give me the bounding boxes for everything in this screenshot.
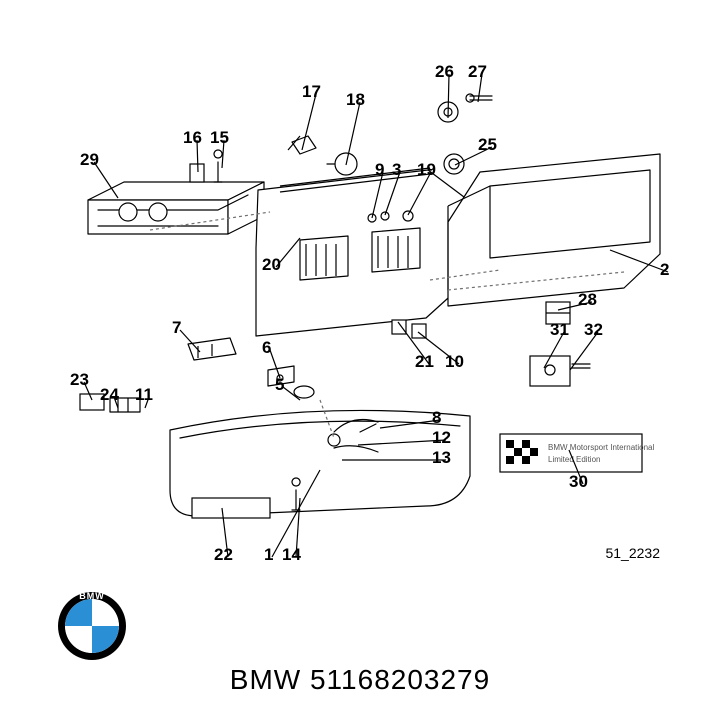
callout-15: 15 bbox=[210, 128, 229, 148]
callout-20: 20 bbox=[262, 255, 281, 275]
callout-10: 10 bbox=[445, 352, 464, 372]
callout-14: 14 bbox=[282, 545, 301, 565]
callout-8: 8 bbox=[432, 408, 441, 428]
callout-21: 21 bbox=[415, 352, 434, 372]
sheet-code: 51_2232 bbox=[605, 545, 660, 561]
callout-18: 18 bbox=[346, 90, 365, 110]
callout-23: 23 bbox=[70, 370, 89, 390]
svg-text:BMW Motorsport International: BMW Motorsport International bbox=[548, 443, 654, 452]
callout-13: 13 bbox=[432, 448, 451, 468]
callout-25: 25 bbox=[478, 135, 497, 155]
callout-30: 30 bbox=[569, 472, 588, 492]
callout-24: 24 bbox=[100, 385, 119, 405]
callout-1: 1 bbox=[264, 545, 273, 565]
part-number-label: BMW 51168203279 bbox=[0, 664, 720, 696]
callout-12: 12 bbox=[432, 428, 451, 448]
callout-22: 22 bbox=[214, 545, 233, 565]
callout-3: 3 bbox=[392, 160, 401, 180]
callout-29: 29 bbox=[80, 150, 99, 170]
callout-19: 19 bbox=[417, 160, 436, 180]
callout-6: 6 bbox=[262, 338, 271, 358]
callout-2: 2 bbox=[660, 260, 669, 280]
callout-17: 17 bbox=[302, 82, 321, 102]
callout-26: 26 bbox=[435, 62, 454, 82]
callout-27: 27 bbox=[468, 62, 487, 82]
callout-31: 31 bbox=[550, 320, 569, 340]
callout-16: 16 bbox=[183, 128, 202, 148]
callout-7: 7 bbox=[172, 318, 181, 338]
callout-5: 5 bbox=[275, 375, 284, 395]
callout-11: 11 bbox=[135, 385, 153, 405]
callout-32: 32 bbox=[584, 320, 603, 340]
callout-9: 9 bbox=[375, 160, 384, 180]
bmw-logo: BMW bbox=[58, 592, 126, 660]
callout-28: 28 bbox=[578, 290, 597, 310]
